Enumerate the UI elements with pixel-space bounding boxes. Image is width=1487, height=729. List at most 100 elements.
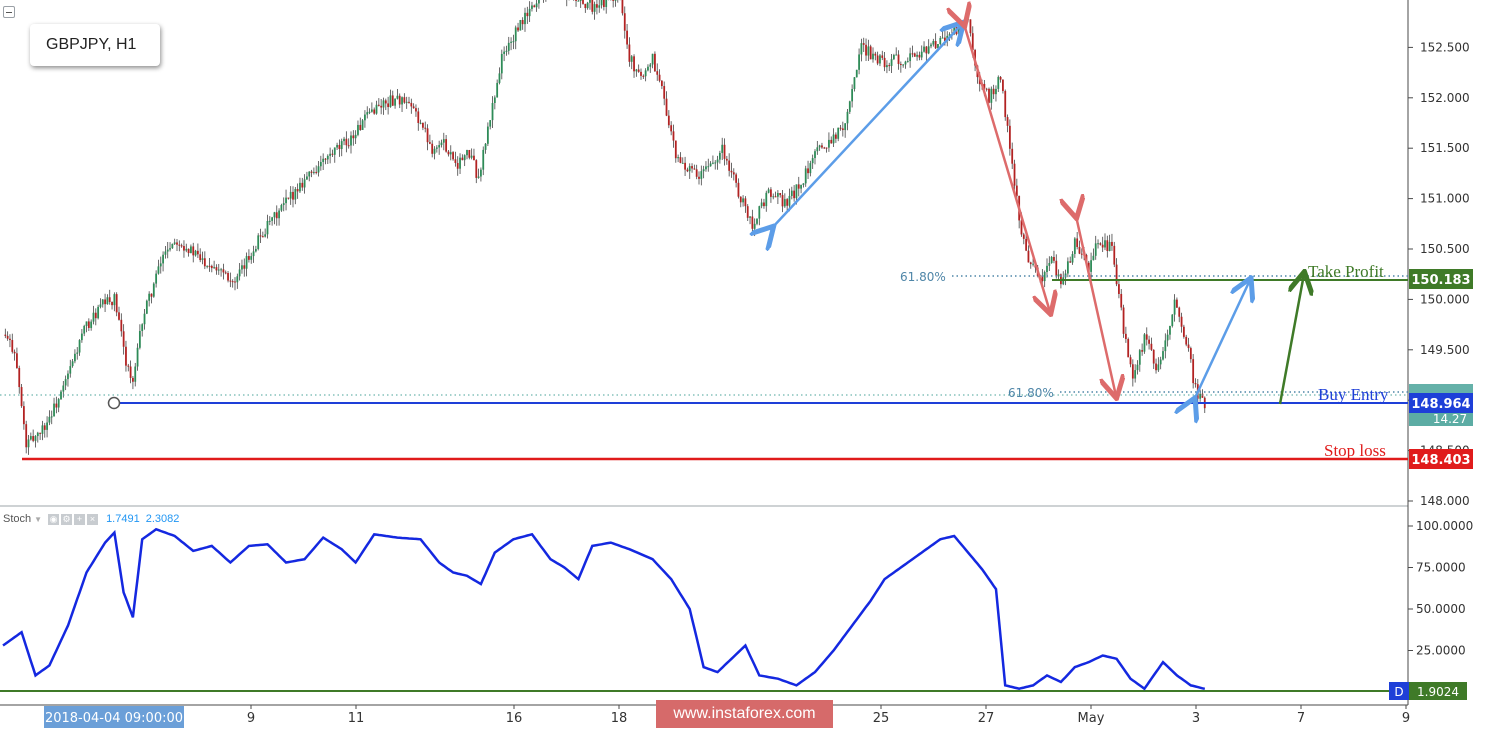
candle-body xyxy=(886,65,888,68)
candle-body xyxy=(491,102,494,121)
candle-body xyxy=(498,73,501,83)
candle-body xyxy=(475,160,478,178)
candle-body xyxy=(635,69,638,72)
time-tick-label: 9 xyxy=(1402,711,1410,726)
buy-entry-anchor-handle[interactable] xyxy=(107,396,121,410)
candle-body xyxy=(999,76,1002,80)
candle-body xyxy=(517,27,519,31)
candle-body xyxy=(818,145,821,148)
candle-body xyxy=(723,144,726,159)
stoch-add-icon[interactable]: + xyxy=(74,513,86,525)
candle-body xyxy=(686,169,689,172)
candle-body xyxy=(224,272,227,274)
candle-body xyxy=(364,114,366,121)
candle-body xyxy=(234,281,236,283)
stoch-close-icon[interactable]: × xyxy=(87,513,99,525)
candle-body xyxy=(347,145,350,147)
candle-body xyxy=(533,5,536,8)
candle-body xyxy=(1108,241,1111,252)
candle-body xyxy=(584,3,587,9)
candle-body xyxy=(340,141,343,149)
stoch-tick-label: 50.0000 xyxy=(1416,602,1466,616)
time-tick-label: 25 xyxy=(873,711,890,726)
collapse-icon[interactable] xyxy=(3,6,15,18)
candle-body xyxy=(20,387,23,407)
stoch-tick-label: 100.0000 xyxy=(1416,519,1473,533)
candle-body xyxy=(459,157,461,169)
stoch-settings-icon[interactable]: ⚙ xyxy=(61,513,73,525)
candle-body xyxy=(693,168,696,170)
blue-arrow-upswing[interactable] xyxy=(772,24,962,228)
candle-body xyxy=(108,297,111,302)
red-arrow-drop-one[interactable] xyxy=(964,24,1050,312)
candle-body xyxy=(92,312,95,322)
candle-body xyxy=(157,266,160,274)
candle-body xyxy=(670,125,673,132)
candle-body xyxy=(29,436,32,440)
candle-body xyxy=(913,53,916,57)
candle-body xyxy=(57,399,60,408)
candle-body xyxy=(322,158,325,163)
candle-body xyxy=(1138,350,1141,365)
candle-body xyxy=(489,120,492,127)
candle-body xyxy=(839,127,842,129)
green-arrow-target[interactable] xyxy=(1278,274,1304,405)
candle-body xyxy=(169,248,171,250)
stoch-tick-label: 75.0000 xyxy=(1416,561,1466,575)
candle-body xyxy=(166,249,169,252)
stoch-eye-icon[interactable]: ◉ xyxy=(48,513,60,525)
candle-body xyxy=(1134,370,1137,379)
candle-body xyxy=(36,432,39,437)
candle-body xyxy=(510,41,512,43)
candle-body xyxy=(844,123,847,131)
candle-body xyxy=(352,135,355,139)
red-arrow-drop-two[interactable] xyxy=(1076,216,1116,396)
stoch-axis[interactable]: 100.0000 75.0000 50.0000 25.0000 xyxy=(1408,519,1473,658)
candle-body xyxy=(299,182,301,192)
candle-body xyxy=(698,176,700,179)
candle-body xyxy=(101,299,104,305)
candle-body xyxy=(756,218,758,224)
candle-body xyxy=(1090,260,1092,272)
candle-body xyxy=(1120,293,1123,308)
candle-body xyxy=(361,120,364,131)
candle-body xyxy=(800,184,802,189)
candle-body xyxy=(879,55,881,64)
candle-body xyxy=(811,158,814,164)
blue-arrow-projection[interactable] xyxy=(1194,280,1250,400)
stoch-k-value: 1.7491 xyxy=(106,513,140,525)
candle-body xyxy=(401,97,403,105)
candle-body xyxy=(456,162,459,169)
candle-body xyxy=(331,153,334,155)
candle-body xyxy=(125,346,127,366)
time-axis[interactable]: 9 11 16 18 25 27 May 3 7 9 xyxy=(247,705,1410,726)
candle-body xyxy=(241,265,243,270)
candle-body xyxy=(821,145,823,148)
candle-body xyxy=(1194,383,1197,385)
candle-body xyxy=(737,182,740,197)
candle-body xyxy=(746,206,749,218)
candle-body xyxy=(767,189,770,193)
candle-body xyxy=(326,155,329,160)
candle-body xyxy=(758,206,761,219)
stoch-menu-caret-icon[interactable]: ▼ xyxy=(34,514,43,524)
candle-body xyxy=(586,2,589,9)
candle-body xyxy=(519,20,522,31)
candle-body xyxy=(739,196,742,203)
price-tick-label: 151.000 xyxy=(1420,192,1470,206)
candle-body xyxy=(445,139,448,152)
candle-body xyxy=(890,59,893,66)
candle-body xyxy=(732,172,735,175)
candle-body xyxy=(672,131,675,141)
candle-body xyxy=(637,69,640,72)
candle-body xyxy=(470,155,473,158)
stop-loss-badge xyxy=(1409,449,1473,469)
candle-body xyxy=(925,46,928,54)
candle-body xyxy=(463,155,466,161)
candle-body xyxy=(916,54,918,57)
candle-body xyxy=(104,299,106,305)
candle-body xyxy=(106,297,109,305)
candle-body xyxy=(742,198,744,203)
candle-body xyxy=(837,127,840,139)
